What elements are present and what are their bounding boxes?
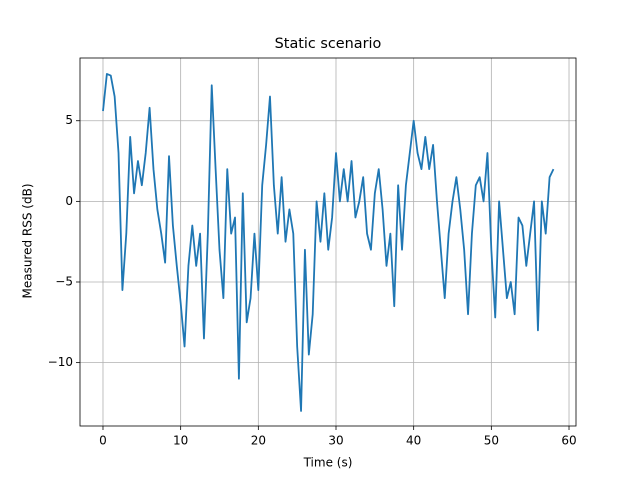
- line: [102, 73, 555, 412]
- y-tick-label: 5: [65, 113, 73, 127]
- x-tick-label: 30: [328, 434, 343, 448]
- x-tick-label: 10: [173, 434, 188, 448]
- y-tick-label: −5: [55, 274, 73, 288]
- x-tick-label: 50: [484, 434, 499, 448]
- x-axis-label: Time (s): [303, 456, 353, 470]
- chart-title: Static scenario: [275, 36, 382, 52]
- y-tick-label: 0: [65, 194, 73, 208]
- x-tick-label: 60: [561, 434, 576, 448]
- plot-frame: [79, 57, 577, 427]
- y-tick-label: −10: [48, 355, 73, 369]
- x-tick-label: 40: [406, 434, 421, 448]
- x-tick-label: 0: [99, 434, 107, 448]
- y-axis-label: Measured RSS (dB): [21, 183, 35, 298]
- x-tick-label: 20: [251, 434, 266, 448]
